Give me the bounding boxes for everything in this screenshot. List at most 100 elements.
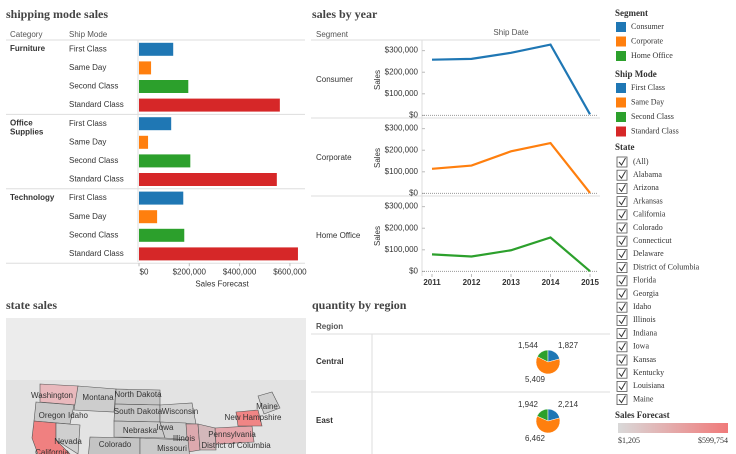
filter-item[interactable]: District of Columbia <box>633 262 700 271</box>
legend-item: First Class <box>631 83 665 92</box>
state-shape <box>197 423 217 451</box>
state-label: Colorado <box>99 440 132 449</box>
state-label: Iowa <box>157 423 174 432</box>
x-tick-label: 2013 <box>502 278 520 287</box>
checkbox[interactable] <box>616 380 628 392</box>
x-tick-label: 2011 <box>423 278 441 287</box>
filter-item[interactable]: Arkansas <box>633 196 663 205</box>
ship-mode-label: Second Class <box>69 82 118 91</box>
checkbox[interactable] <box>616 354 628 366</box>
line <box>431 141 591 194</box>
bar <box>139 173 277 186</box>
pie-title: quantity by region <box>312 298 407 312</box>
ship-mode-label: Same Day <box>69 212 106 221</box>
legend-title: Ship Mode <box>615 69 657 79</box>
y-tick-label: $300,000 <box>385 124 419 133</box>
checkbox[interactable] <box>616 222 628 234</box>
checkbox[interactable] <box>616 341 628 353</box>
line <box>431 236 591 273</box>
checkbox[interactable] <box>616 156 628 168</box>
filter-item[interactable]: Colorado <box>633 223 663 232</box>
category-label: Technology <box>10 193 55 202</box>
legend-item: Corporate <box>631 36 663 45</box>
state-shape <box>235 409 263 427</box>
line-title: sales by year <box>312 7 378 21</box>
legend-swatch <box>616 126 626 137</box>
filter-item[interactable]: Connecticut <box>633 236 672 245</box>
state-label: Nevada <box>54 437 82 446</box>
checkbox[interactable] <box>616 288 628 300</box>
filter-item[interactable]: Georgia <box>633 289 659 298</box>
bar-title: shipping mode sales <box>6 7 108 21</box>
state-label: Wisconsin <box>162 407 198 416</box>
state-label: Missouri <box>157 444 187 453</box>
y-tick-label: $100,000 <box>385 245 419 254</box>
filter-item[interactable]: Iowa <box>633 342 649 351</box>
state-shape <box>88 436 141 454</box>
checkbox[interactable] <box>616 169 628 181</box>
checkbox[interactable] <box>616 196 628 208</box>
ship-mode-label: Same Day <box>69 137 106 146</box>
filter-item[interactable]: Kentucky <box>633 368 664 377</box>
checkbox[interactable] <box>616 248 628 260</box>
filter-item[interactable]: Florida <box>633 276 657 285</box>
row-label: Corporate <box>316 153 352 162</box>
row-label: East <box>316 416 333 425</box>
state-filter: (All) Alabama Arizona Arkansas California Col… <box>616 156 700 405</box>
column-header: Region <box>316 322 343 331</box>
check-mark <box>618 329 626 338</box>
bar <box>139 191 184 205</box>
filter-item[interactable]: (All) <box>633 157 649 166</box>
y-tick-label: $300,000 <box>385 46 419 55</box>
state-label: Washington <box>31 391 73 400</box>
checkbox[interactable] <box>616 182 628 194</box>
check-mark <box>618 210 626 219</box>
checkbox[interactable] <box>616 275 628 287</box>
y-tick-label: $200,000 <box>385 145 419 154</box>
checkbox[interactable] <box>616 367 628 379</box>
checkbox[interactable] <box>616 328 628 340</box>
legend-title: Segment <box>615 8 648 18</box>
filter-item[interactable]: Alabama <box>633 170 662 179</box>
check-mark <box>618 250 626 259</box>
check-mark <box>618 184 626 193</box>
filter-item[interactable]: Kansas <box>633 355 656 364</box>
filter-item[interactable]: Idaho <box>633 302 651 311</box>
checkbox[interactable] <box>616 314 628 326</box>
state-label: Maine <box>256 402 278 411</box>
ship-mode-label: First Class <box>69 119 107 128</box>
legend-swatch <box>616 83 626 93</box>
filter-item[interactable]: Indiana <box>633 328 657 337</box>
state-shape <box>257 391 281 415</box>
legend-swatch <box>616 112 626 122</box>
x-tick-label: $0 <box>140 267 149 276</box>
x-tick-label: $400,000 <box>223 267 257 276</box>
state-label: Pennsylvania <box>208 430 256 439</box>
filter-item[interactable]: Illinois <box>633 315 656 324</box>
filter-item[interactable]: Louisiana <box>633 381 665 390</box>
checkbox[interactable] <box>616 394 628 405</box>
state-label: South Dakota <box>114 407 163 416</box>
color-ramp <box>618 423 728 433</box>
checkbox[interactable] <box>616 235 628 247</box>
column-header: Segment <box>316 30 349 39</box>
state-shape <box>55 422 81 454</box>
filter-item[interactable]: Delaware <box>633 249 664 258</box>
filter-item[interactable]: California <box>633 210 666 219</box>
checkbox[interactable] <box>616 262 628 274</box>
bar <box>139 98 280 112</box>
data-label: 5,409 <box>525 375 546 384</box>
checkbox[interactable] <box>616 301 628 313</box>
legend-item: Consumer <box>631 22 664 31</box>
filter-item[interactable]: Arizona <box>633 183 659 192</box>
y-tick-label: $300,000 <box>385 202 419 211</box>
y-tick-label: $200,000 <box>385 67 419 76</box>
state-shape <box>73 385 117 413</box>
bar <box>139 117 172 131</box>
checkbox[interactable] <box>616 209 628 221</box>
legend-max: $599,754 <box>698 436 728 445</box>
filter-item[interactable]: Maine <box>633 394 654 403</box>
x-tick-label: 2015 <box>581 278 599 287</box>
filter-title: State <box>615 142 635 152</box>
